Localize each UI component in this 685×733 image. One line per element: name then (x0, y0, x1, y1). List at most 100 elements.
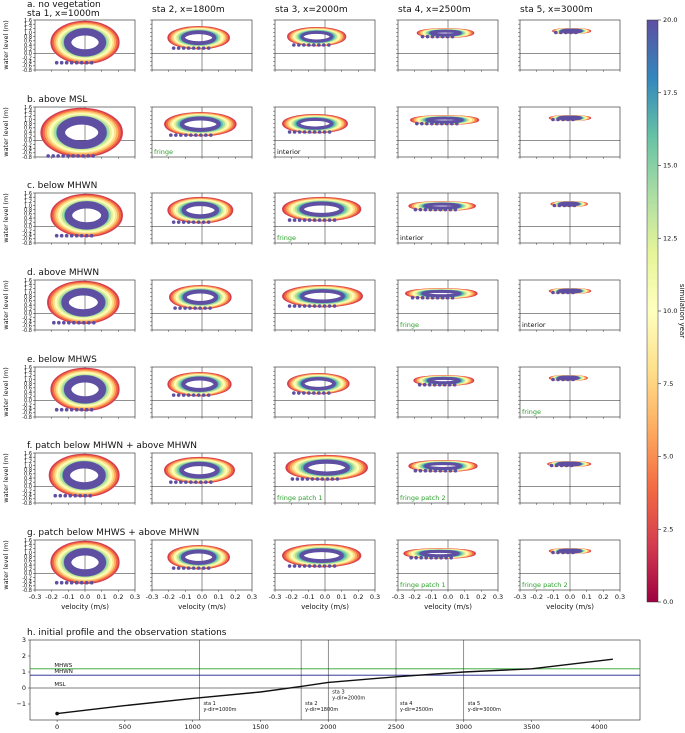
y-tick-label: -0.8 (22, 588, 32, 594)
y-tick-label: 0.4 (24, 303, 32, 309)
trajectory-point (423, 468, 428, 473)
trajectory-point (196, 220, 201, 224)
y-tick-label: 0.6 (24, 386, 32, 392)
trajectory-point (307, 43, 311, 47)
trajectory-core (182, 289, 218, 305)
trajectory-point (89, 233, 94, 238)
trajectory-point (327, 391, 331, 395)
y-tick-label: -0.6 (22, 324, 32, 330)
station-title: sta 2, x=1800m (152, 5, 225, 15)
trajectory-point (209, 480, 213, 484)
scatter-panel: -0.8-0.6-0.4-0.20.00.20.40.60.81.01.21.4… (2, 278, 136, 334)
trajectory-point (322, 130, 327, 134)
trajectory-point (59, 580, 64, 585)
trajectory-point (302, 304, 307, 308)
trajectory-point (204, 133, 208, 137)
x-tick-label: 0.1 (96, 593, 106, 601)
scatter-panel (396, 106, 499, 159)
y-tick-label: -0.6 (22, 497, 32, 503)
trajectory-point (79, 580, 84, 585)
trajectory-point (564, 463, 569, 468)
trajectory-point (561, 550, 565, 555)
trajectory-point (64, 233, 69, 238)
trajectory-point (186, 393, 191, 397)
trajectory-point (448, 207, 453, 212)
trajectory-point (450, 121, 454, 126)
colorbar-tick-label: 5.0 (663, 453, 673, 461)
scatter-panel: -0.8-0.6-0.4-0.20.00.20.40.60.81.01.21.4… (2, 538, 140, 611)
scatter-panel (150, 279, 253, 332)
y-axis-label: water level (m) (2, 20, 10, 70)
scatter-panel (518, 106, 621, 159)
trajectory-point (206, 393, 211, 397)
trajectory-point (196, 566, 201, 570)
trajectory-point (322, 218, 327, 222)
trajectory-point (440, 295, 445, 300)
y-tick-label: 0.0 (24, 484, 32, 490)
colorbar-tick-label: 17.5 (663, 89, 677, 97)
trajectory-point (425, 121, 429, 126)
trajectory-point (83, 493, 88, 498)
trajectory-point (186, 46, 191, 50)
trajectory-point (312, 564, 317, 568)
scatter-panel (150, 192, 253, 245)
row-description: f. patch below MHWN + above MHWN (27, 441, 197, 451)
scatter-panel (150, 366, 253, 419)
y-tick-label: -0.8 (22, 501, 32, 507)
trajectory-point (427, 382, 432, 387)
trajectory-point (322, 564, 327, 568)
x-tick-label: -0.3 (392, 593, 405, 601)
trajectory-point (290, 477, 295, 481)
trajectory-core (556, 461, 582, 467)
trajectory-point (559, 30, 563, 35)
trajectory-point (292, 43, 296, 47)
trajectory-point (88, 493, 93, 498)
trajectory-point (430, 121, 434, 126)
scatter-panel (150, 19, 253, 72)
trajectory-point (327, 130, 332, 134)
trajectory-point (292, 130, 297, 134)
y-tick-label: 0.8 (24, 554, 32, 560)
y-tick-label: 0.0 (24, 138, 32, 144)
trajectory-point (186, 220, 191, 224)
trajectory-point (556, 117, 560, 122)
colorbar-tick-label: 10.0 (663, 307, 677, 315)
trajectory-point (561, 377, 565, 382)
trajectory-core (429, 29, 462, 37)
trajectory-point (186, 566, 191, 570)
panel-note: fringe (522, 408, 541, 416)
trajectory-point (71, 154, 75, 158)
scatter-panel: -0.8-0.6-0.4-0.20.00.20.40.60.81.01.21.4… (2, 18, 136, 74)
x-tick-label: 500 (119, 723, 131, 731)
trajectory-point (449, 555, 453, 560)
colorbar-tick-label: 15.0 (663, 162, 677, 170)
y-tick-label: -0.8 (22, 155, 32, 161)
y-tick-label: 0.4 (24, 216, 32, 222)
trajectory-point (554, 30, 558, 35)
trajectory-point (312, 218, 317, 222)
y-tick-label: -0.2 (22, 575, 32, 581)
trajectory-core (421, 289, 462, 298)
y-tick-label: 3 (22, 636, 26, 644)
trajectory-point (84, 60, 89, 65)
y-tick-label: −1 (16, 700, 26, 708)
trajectory-point (317, 564, 322, 568)
y-tick-label: 1.4 (24, 455, 32, 461)
trajectory-point (450, 34, 455, 39)
scatter-panel: interior (396, 192, 499, 245)
trajectory-point (73, 493, 78, 498)
trajectory-point (317, 218, 322, 222)
trajectory-point (561, 290, 565, 295)
trajectory-point (171, 566, 176, 570)
trajectory-point (69, 407, 74, 412)
trajectory-point (432, 382, 437, 387)
trajectory-point (54, 407, 59, 412)
trajectory-point (53, 493, 58, 498)
trajectory-point (571, 550, 575, 555)
trajectory-point (332, 218, 337, 222)
trajectory-point (425, 34, 430, 39)
panel-note: interior (277, 148, 301, 156)
trajectory-point (191, 220, 196, 224)
trajectory-point (564, 30, 568, 35)
scatter-panel (518, 19, 621, 72)
